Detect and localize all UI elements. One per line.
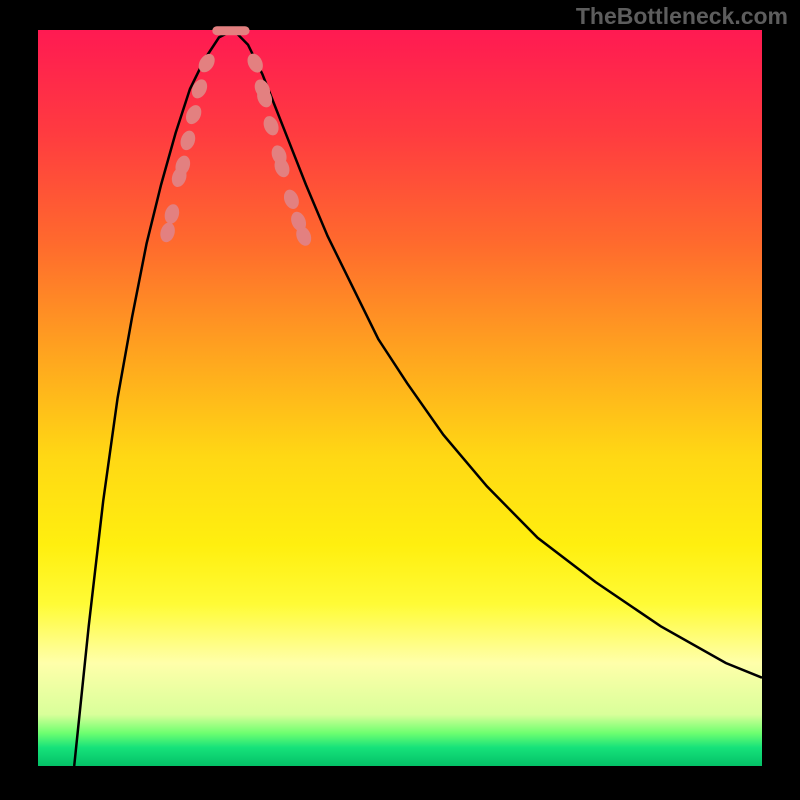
gradient-background (38, 30, 762, 766)
watermark-text: TheBottleneck.com (576, 3, 788, 30)
chart-svg (0, 0, 800, 800)
